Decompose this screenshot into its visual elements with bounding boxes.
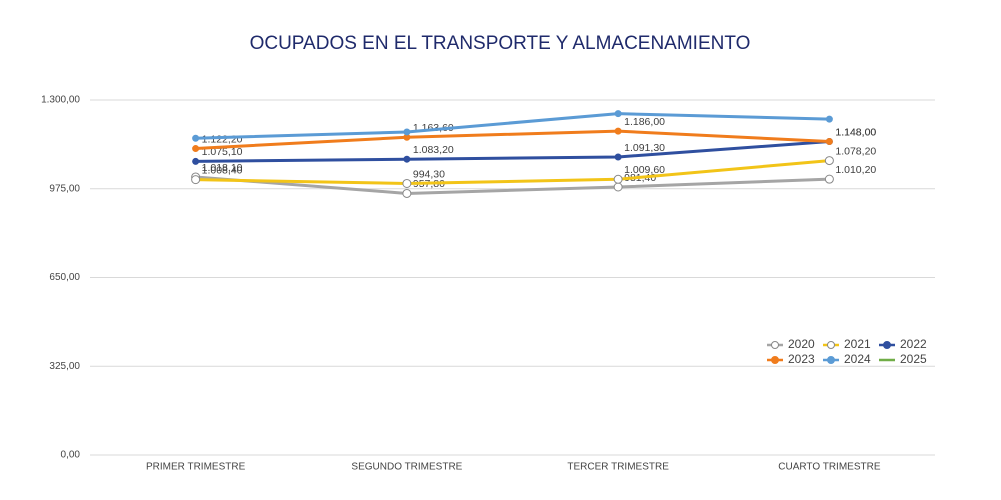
data-point: [825, 115, 833, 123]
legend-swatch: [883, 341, 891, 349]
data-label: 994,30: [413, 168, 445, 180]
legend-label: 2020: [788, 337, 815, 351]
y-tick-label: 975,00: [49, 183, 80, 194]
series-line: [195, 129, 830, 151]
data-point: [613, 174, 623, 184]
data-label: 1.148,00: [835, 126, 876, 138]
legend-swatch: [827, 356, 835, 364]
data-label: 1.091,30: [624, 142, 665, 154]
data-label: 1.010,20: [835, 164, 876, 176]
legend-label: 2024: [844, 352, 871, 366]
legend-swatch: [771, 341, 779, 349]
data-label: 1.148,00: [835, 126, 876, 138]
y-tick-label: 1.300,00: [41, 95, 80, 106]
data-point: [402, 188, 412, 198]
legend-label: 2023: [788, 352, 815, 366]
data-point: [614, 127, 622, 135]
data-point: [403, 155, 411, 163]
x-tick-label: TERCER TRIMESTRE: [567, 462, 669, 473]
data-point: [192, 134, 200, 142]
series-line: [195, 140, 830, 163]
data-point: [614, 110, 622, 118]
legend-swatch: [827, 341, 835, 349]
data-point: [403, 128, 411, 136]
data-point: [192, 145, 200, 153]
data-label: 1.009,60: [624, 164, 665, 176]
data-label: 1.078,20: [835, 145, 876, 157]
data-point: [614, 153, 622, 161]
data-label: 1.083,20: [413, 144, 454, 156]
y-tick-label: 325,00: [49, 361, 80, 372]
x-tick-label: PRIMER TRIMESTRE: [146, 462, 246, 473]
data-label: 1.186,00: [624, 116, 665, 128]
legend-label: 2022: [900, 337, 927, 351]
data-point: [402, 178, 412, 188]
x-tick-label: CUARTO TRIMESTRE: [778, 462, 881, 473]
data-point: [613, 182, 623, 192]
data-label: 1.075,10: [202, 146, 243, 158]
legend-label: 2021: [844, 337, 871, 351]
chart-title: OCUPADOS EN EL TRANSPORTE Y ALMACENAMIEN…: [250, 33, 751, 54]
legend-swatch: [771, 356, 779, 364]
legend-label: 2025: [900, 352, 927, 366]
y-tick-label: 0,00: [61, 450, 81, 461]
data-point: [192, 157, 200, 165]
series-line: [195, 159, 830, 185]
series-line: [195, 175, 830, 195]
data-label: 1.008,40: [202, 164, 243, 176]
y-tick-label: 650,00: [49, 272, 80, 283]
data-point: [824, 156, 834, 166]
data-point: [191, 175, 201, 185]
data-label: 1.018,10: [202, 162, 243, 174]
series-line: [195, 112, 830, 140]
data-point: [825, 138, 833, 146]
x-tick-label: SEGUNDO TRIMESTRE: [351, 462, 462, 473]
data-point: [824, 174, 834, 184]
